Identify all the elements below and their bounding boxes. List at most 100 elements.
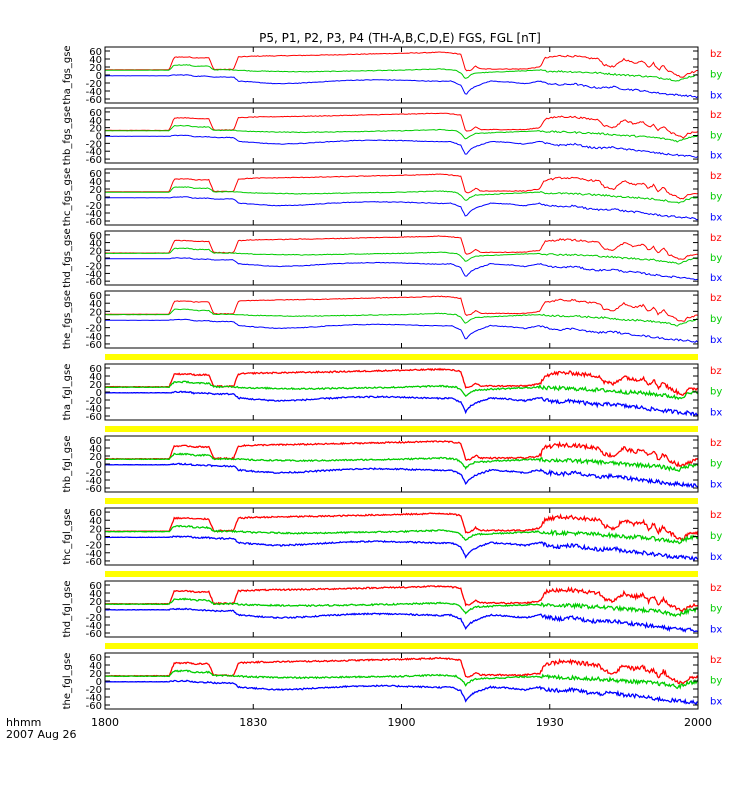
series-line-bx bbox=[104, 390, 699, 417]
y-tick-label: 40 bbox=[89, 116, 102, 127]
y-tick-label: 0 bbox=[96, 460, 102, 471]
y-tick-label: 40 bbox=[89, 55, 102, 66]
panel-legend: bz by bx bbox=[710, 110, 722, 162]
y-tick-label: 60 bbox=[89, 169, 102, 180]
y-tick-label: -40 bbox=[86, 693, 102, 704]
y-tick-label: -20 bbox=[86, 685, 102, 696]
series-line-bz bbox=[105, 51, 698, 78]
series-line-bz bbox=[104, 439, 699, 468]
highlight-bar-3 bbox=[105, 498, 698, 504]
panel-label: thd_fgl_gse bbox=[62, 581, 73, 638]
x-tick-label: 1930 bbox=[536, 716, 564, 729]
panel-legend: bz by bx bbox=[710, 438, 722, 490]
panel-legend: bz by bx bbox=[710, 510, 722, 563]
legend-bz: bz bbox=[710, 233, 722, 244]
series-line-bz bbox=[105, 112, 699, 139]
y-tick-label: 60 bbox=[89, 231, 102, 242]
legend-bz: bz bbox=[710, 171, 722, 182]
y-tick-label: 20 bbox=[89, 307, 102, 318]
y-tick-label: -20 bbox=[86, 139, 102, 150]
y-tick-label: 40 bbox=[89, 661, 102, 672]
y-tick-label: 40 bbox=[89, 299, 102, 310]
y-tick-label: -60 bbox=[86, 217, 102, 228]
y-tick-label: -20 bbox=[86, 201, 102, 212]
panel-label: tha_fgl_gse bbox=[62, 364, 73, 421]
series-line-by bbox=[105, 524, 699, 545]
y-tick-label: 20 bbox=[89, 597, 102, 608]
y-tick-label: 20 bbox=[89, 185, 102, 196]
y-tick-label: -40 bbox=[86, 404, 102, 415]
series-line-bz bbox=[104, 173, 699, 200]
y-tick-label: 40 bbox=[89, 444, 102, 455]
legend-bz: bz bbox=[710, 583, 722, 594]
x-axis-label-line2: 2007 Aug 26 bbox=[6, 728, 76, 741]
legend-by: by bbox=[710, 676, 722, 687]
legend-bz: bz bbox=[710, 293, 722, 304]
legend-bz: bz bbox=[710, 438, 722, 449]
legend-bz: bz bbox=[710, 366, 722, 377]
legend-by: by bbox=[710, 604, 722, 615]
legend-bz: bz bbox=[710, 110, 722, 121]
y-tick-label: 0 bbox=[96, 388, 102, 399]
y-tick-label: -40 bbox=[86, 269, 102, 280]
y-tick-label: -60 bbox=[86, 155, 102, 166]
y-tick-label: -60 bbox=[86, 484, 102, 495]
x-tick-label: 1800 bbox=[91, 716, 119, 729]
series-line-bx bbox=[104, 462, 699, 488]
legend-bx: bx bbox=[710, 552, 722, 563]
highlight-bar-4 bbox=[105, 571, 698, 577]
legend-by: by bbox=[710, 459, 722, 470]
y-tick-label: -40 bbox=[86, 549, 102, 560]
legend-bx: bx bbox=[710, 212, 722, 223]
y-tick-label: 0 bbox=[96, 677, 102, 688]
panel-label: tha_fgs_gse bbox=[62, 45, 73, 104]
panel-legend: bz by bx bbox=[710, 49, 722, 101]
y-tick-label: 20 bbox=[89, 380, 102, 391]
y-tick-label: -20 bbox=[86, 324, 102, 335]
series-line-by bbox=[105, 308, 699, 327]
series-line-bx bbox=[105, 535, 699, 562]
y-tick-label: -20 bbox=[86, 262, 102, 273]
legend-by: by bbox=[710, 130, 722, 141]
y-tick-label: 60 bbox=[89, 436, 102, 447]
legend-bx: bx bbox=[710, 624, 722, 635]
y-tick-label: -60 bbox=[86, 557, 102, 568]
y-tick-label: 60 bbox=[89, 47, 102, 58]
legend-bz: bz bbox=[710, 655, 722, 666]
y-tick-label: -60 bbox=[86, 340, 102, 351]
series-line-bz bbox=[105, 584, 699, 613]
y-tick-label: -40 bbox=[86, 476, 102, 487]
y-tick-label: -20 bbox=[86, 468, 102, 479]
y-tick-label: 0 bbox=[96, 132, 102, 143]
series-line-bx bbox=[104, 679, 699, 706]
legend-bz: bz bbox=[710, 510, 722, 521]
highlight-bar-5 bbox=[105, 643, 698, 649]
y-tick-label: -40 bbox=[86, 332, 102, 343]
chart-title: P5, P1, P2, P3, P4 (TH-A,B,C,D,E) FGS, F… bbox=[259, 31, 541, 45]
series-line-bx bbox=[105, 134, 699, 158]
series-line-bx bbox=[105, 196, 699, 221]
y-tick-label: 0 bbox=[96, 605, 102, 616]
y-tick-label: 20 bbox=[89, 452, 102, 463]
series-line-by bbox=[104, 452, 699, 472]
y-tick-label: -60 bbox=[86, 629, 102, 640]
y-tick-label: 40 bbox=[89, 239, 102, 250]
legend-by: by bbox=[710, 70, 722, 81]
x-tick-label: 1830 bbox=[239, 716, 267, 729]
y-tick-label: 0 bbox=[96, 71, 102, 82]
legend-by: by bbox=[710, 314, 722, 325]
series-line-bz bbox=[104, 367, 699, 397]
y-tick-label: 0 bbox=[96, 193, 102, 204]
y-tick-label: 40 bbox=[89, 372, 102, 383]
y-tick-label: 40 bbox=[89, 589, 102, 600]
series-line-by bbox=[104, 247, 699, 265]
